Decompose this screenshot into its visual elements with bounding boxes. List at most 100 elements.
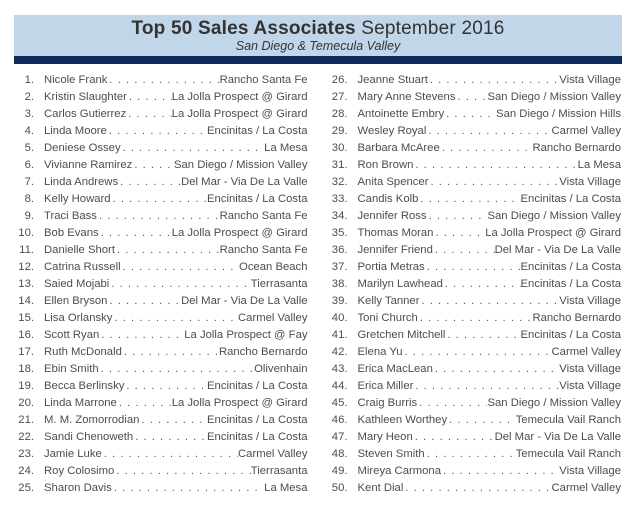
title-bold-text: Top 50 Sales Associates [131,17,356,39]
list-item: 22. Sandi Chenoweth. . . . . . . . . . . … [16,429,307,446]
office-name: La Jolla Prospect @ Girard [171,397,308,409]
office-name: Vista Village [559,176,621,188]
list-item: 44. Erica Miller. . . . . . . . . . . . .… [330,378,621,395]
list-item: 14. Ellen Bryson. . . . . . . . . . . . .… [16,293,308,310]
list-item: 17. Ruth McDonald. . . . . . . . . . . . … [16,344,308,361]
list-column-left: 1. Nicole Frank. . . . . . . . . . . . . … [16,72,308,497]
list-item: 10. Bob Evans. . . . . . . . . . . . . . … [16,225,307,242]
list-item: 37. Portia Metras. . . . . . . . . . . . … [330,259,621,276]
rank-number: 48. [331,448,348,460]
list-item: 32. Anita Spencer. . . . . . . . . . . . … [330,174,621,191]
associate-name: Toni Church [357,312,418,324]
associate-name: Catrina Russell [44,261,121,273]
list-column-right: 26. Jeanne Stuart . . . . . . . . . . . . … [330,72,621,497]
dot-leader: . . . . . . . . . . . . . . . . . . . . … [116,244,220,256]
rank-number: 34. [331,210,348,222]
list-item: 18. Ebin Smith. . . . . . . . . . . . . .… [16,361,308,378]
office-name: Encinitas / La Costa [207,380,308,392]
rank-number: 26. [331,74,348,86]
office-name: Rancho Bernardo [218,346,308,358]
list-item: 26. Jeanne Stuart. . . . . . . . . . . . … [330,72,621,89]
rank-number: 36. [331,244,348,256]
dot-leader: . . . . . . . . . . . . . . . . . . . . … [111,278,250,290]
associate-name: Gretchen Mitchell [357,329,446,341]
office-name: Del Mar - Via De La Valle [181,176,308,188]
rank-number: 20. [18,397,34,409]
office-name: Del Mar - Via De La Valle [181,295,308,307]
dot-leader: . . . . . . . . . . . . . . . . . . . . … [120,176,181,188]
associate-name: Craig Burris [357,397,418,409]
rank-number: 28. [331,108,348,120]
rank-number: 46. [331,414,348,426]
list-item: 11. Danielle Short. . . . . . . . . . . .… [16,242,307,259]
dot-leader: . . . . . . . . . . . . . . . . . . . . … [419,312,533,324]
list-item: 36. Jennifer Friend. . . . . . . . . . . … [330,242,621,259]
associate-name: M. M. Zomorrodian [44,414,140,426]
header-banner: Top 50 Sales Associates September 2016 S… [14,15,622,64]
dot-leader: . . . . . . . . . . . . . . . . . . . . … [123,346,219,358]
office-name: Temecula Vail Ranch [515,448,621,460]
associate-name: Sandi Chenoweth [44,431,134,443]
dot-leader: . . . . . . . . . . . . . . . . . . . . … [112,193,207,205]
associate-name: Wesley Royal [357,125,427,137]
rank-number: 33. [331,193,348,205]
list-item: 20. Linda Marrone. . . . . . . . . . . . … [16,395,308,412]
associate-name: Portia Metras [357,261,425,273]
dot-leader: . . . . . . . . . . . . . . . . . . . . … [108,125,207,137]
associate-name: Mary Heon [357,431,413,443]
ranking-list: 1. Nicole Frank . . . . . . . . . . . . . … [16,72,621,497]
dot-leader: . . . . . . . . . . . . . . . . . . . . … [113,482,264,494]
office-name: San Diego / Mission Valley [487,91,621,103]
list-item: 43. Erica MacLean. . . . . . . . . . . . … [330,361,621,378]
office-name: San Diego / Mission Valley [487,210,621,222]
dot-leader: . . . . . . . . . . . . . . . . . . . . … [128,91,172,103]
office-name: Rancho Santa Fe [219,210,308,222]
associate-name: Roy Colosimo [44,465,115,477]
dot-leader: . . . . . . . . . . . . . . . . . . . . … [415,159,577,171]
office-name: Carmel Valley [551,482,621,494]
associate-name: Thomas Moran [357,227,434,239]
dot-leader: . . . . . . . . . . . . . . . . . . . . … [126,380,207,392]
office-name: Encinitas / La Costa [207,414,308,426]
rank-number: 49. [331,465,348,477]
office-name: San Diego / Mission Valley [487,397,621,409]
dot-leader: . . . . . . . . . . . . . . . . . . . . … [414,431,495,443]
rank-number: 12. [18,261,34,273]
dot-leader: . . . . . . . . . . . . . . . . . . . . … [405,482,551,494]
rank-number: 40. [331,312,348,324]
associate-name: Lisa Orlansky [44,312,113,324]
rank-number: 41. [331,329,348,341]
office-name: Del Mar - Via De La Valle [494,431,621,443]
list-item: 39. Kelly Tanner. . . . . . . . . . . . .… [330,293,621,310]
list-item: 15. Lisa Orlansky. . . . . . . . . . . . … [16,310,307,327]
list-item: 35. Thomas Moran. . . . . . . . . . . . .… [330,225,621,242]
list-item: 2. Kristin Slaughter. . . . . . . . . . .… [16,89,308,106]
dot-leader: . . . . . . . . . . . . . . . . . . . . … [446,108,496,120]
associate-name: Kristin Slaughter [44,91,127,103]
list-item: 31. Ron Brown. . . . . . . . . . . . . . … [330,157,621,174]
associate-name: Traci Bass [44,210,97,222]
associate-name: Saied Mojabi [44,278,110,290]
office-name: Encinitas / La Costa [520,193,621,205]
list-item: 50. Kent Dial. . . . . . . . . . . . . . … [330,480,621,497]
office-name: La Jolla Prospect @ Girard [171,91,308,103]
associate-name: Anita Spencer [357,176,429,188]
associate-name: Linda Andrews [44,176,119,188]
office-name: Rancho Santa Fe [219,74,308,86]
dot-leader: . . . . . . . . . . . . . . . . . . . . … [457,91,487,103]
list-item: 23. Jamie Luke. . . . . . . . . . . . . .… [16,446,307,463]
associate-name: Vivianne Ramirez [44,159,133,171]
dot-leader: . . . . . . . . . . . . . . . . . . . . … [98,210,220,222]
office-name: Olivenhain [254,363,308,375]
office-name: San Diego / Mission Hills [496,108,621,120]
dot-leader: . . . . . . . . . . . . . . . . . . . . … [128,108,171,120]
associate-name: Jennifer Friend [357,244,433,256]
rank-number: 9. [24,210,34,222]
list-item: 30. Barbara McAree. . . . . . . . . . . .… [330,140,621,157]
office-name: La Mesa [577,159,621,171]
list-item: 46. Kathleen Worthey. . . . . . . . . . .… [330,412,621,429]
dot-leader: . . . . . . . . . . . . . . . . . . . . … [135,431,207,443]
associate-name: Marilyn Lawhead [357,278,443,290]
associate-name: Jeanne Stuart [357,74,428,86]
associate-name: Danielle Short [44,244,115,256]
